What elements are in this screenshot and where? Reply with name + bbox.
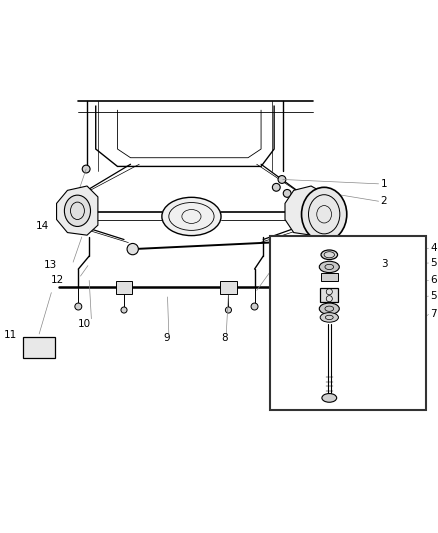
Ellipse shape — [320, 313, 339, 322]
Text: 6: 6 — [430, 276, 437, 286]
Bar — [23, 337, 55, 358]
Bar — [320, 288, 339, 302]
Bar — [270, 236, 427, 410]
Ellipse shape — [251, 303, 258, 310]
Ellipse shape — [75, 303, 82, 310]
Text: 5: 5 — [430, 258, 437, 268]
Ellipse shape — [322, 393, 337, 402]
Bar — [220, 281, 237, 294]
Ellipse shape — [64, 195, 91, 227]
Ellipse shape — [272, 183, 280, 191]
Text: 10: 10 — [78, 319, 92, 329]
Text: 12: 12 — [51, 274, 64, 285]
Text: 9: 9 — [163, 333, 170, 343]
Ellipse shape — [291, 236, 302, 247]
Text: 11: 11 — [4, 330, 18, 340]
Text: 7: 7 — [430, 309, 437, 319]
Text: 3: 3 — [381, 260, 387, 269]
Ellipse shape — [162, 197, 221, 236]
Text: 13: 13 — [44, 260, 57, 270]
Polygon shape — [57, 186, 98, 235]
Ellipse shape — [321, 250, 338, 260]
Text: 2: 2 — [381, 196, 387, 206]
Ellipse shape — [283, 190, 291, 197]
Ellipse shape — [121, 307, 127, 313]
Text: 1: 1 — [381, 179, 387, 189]
Ellipse shape — [226, 307, 231, 313]
Text: 8: 8 — [221, 333, 227, 343]
Ellipse shape — [278, 175, 286, 183]
Ellipse shape — [301, 187, 347, 241]
Bar — [116, 281, 132, 294]
Bar — [321, 273, 338, 281]
Ellipse shape — [127, 244, 138, 255]
Text: 14: 14 — [35, 222, 49, 231]
Text: 4: 4 — [430, 243, 437, 253]
Text: 5: 5 — [430, 291, 437, 301]
Ellipse shape — [319, 261, 339, 272]
Ellipse shape — [319, 303, 339, 314]
Ellipse shape — [82, 165, 90, 173]
Polygon shape — [285, 186, 342, 235]
